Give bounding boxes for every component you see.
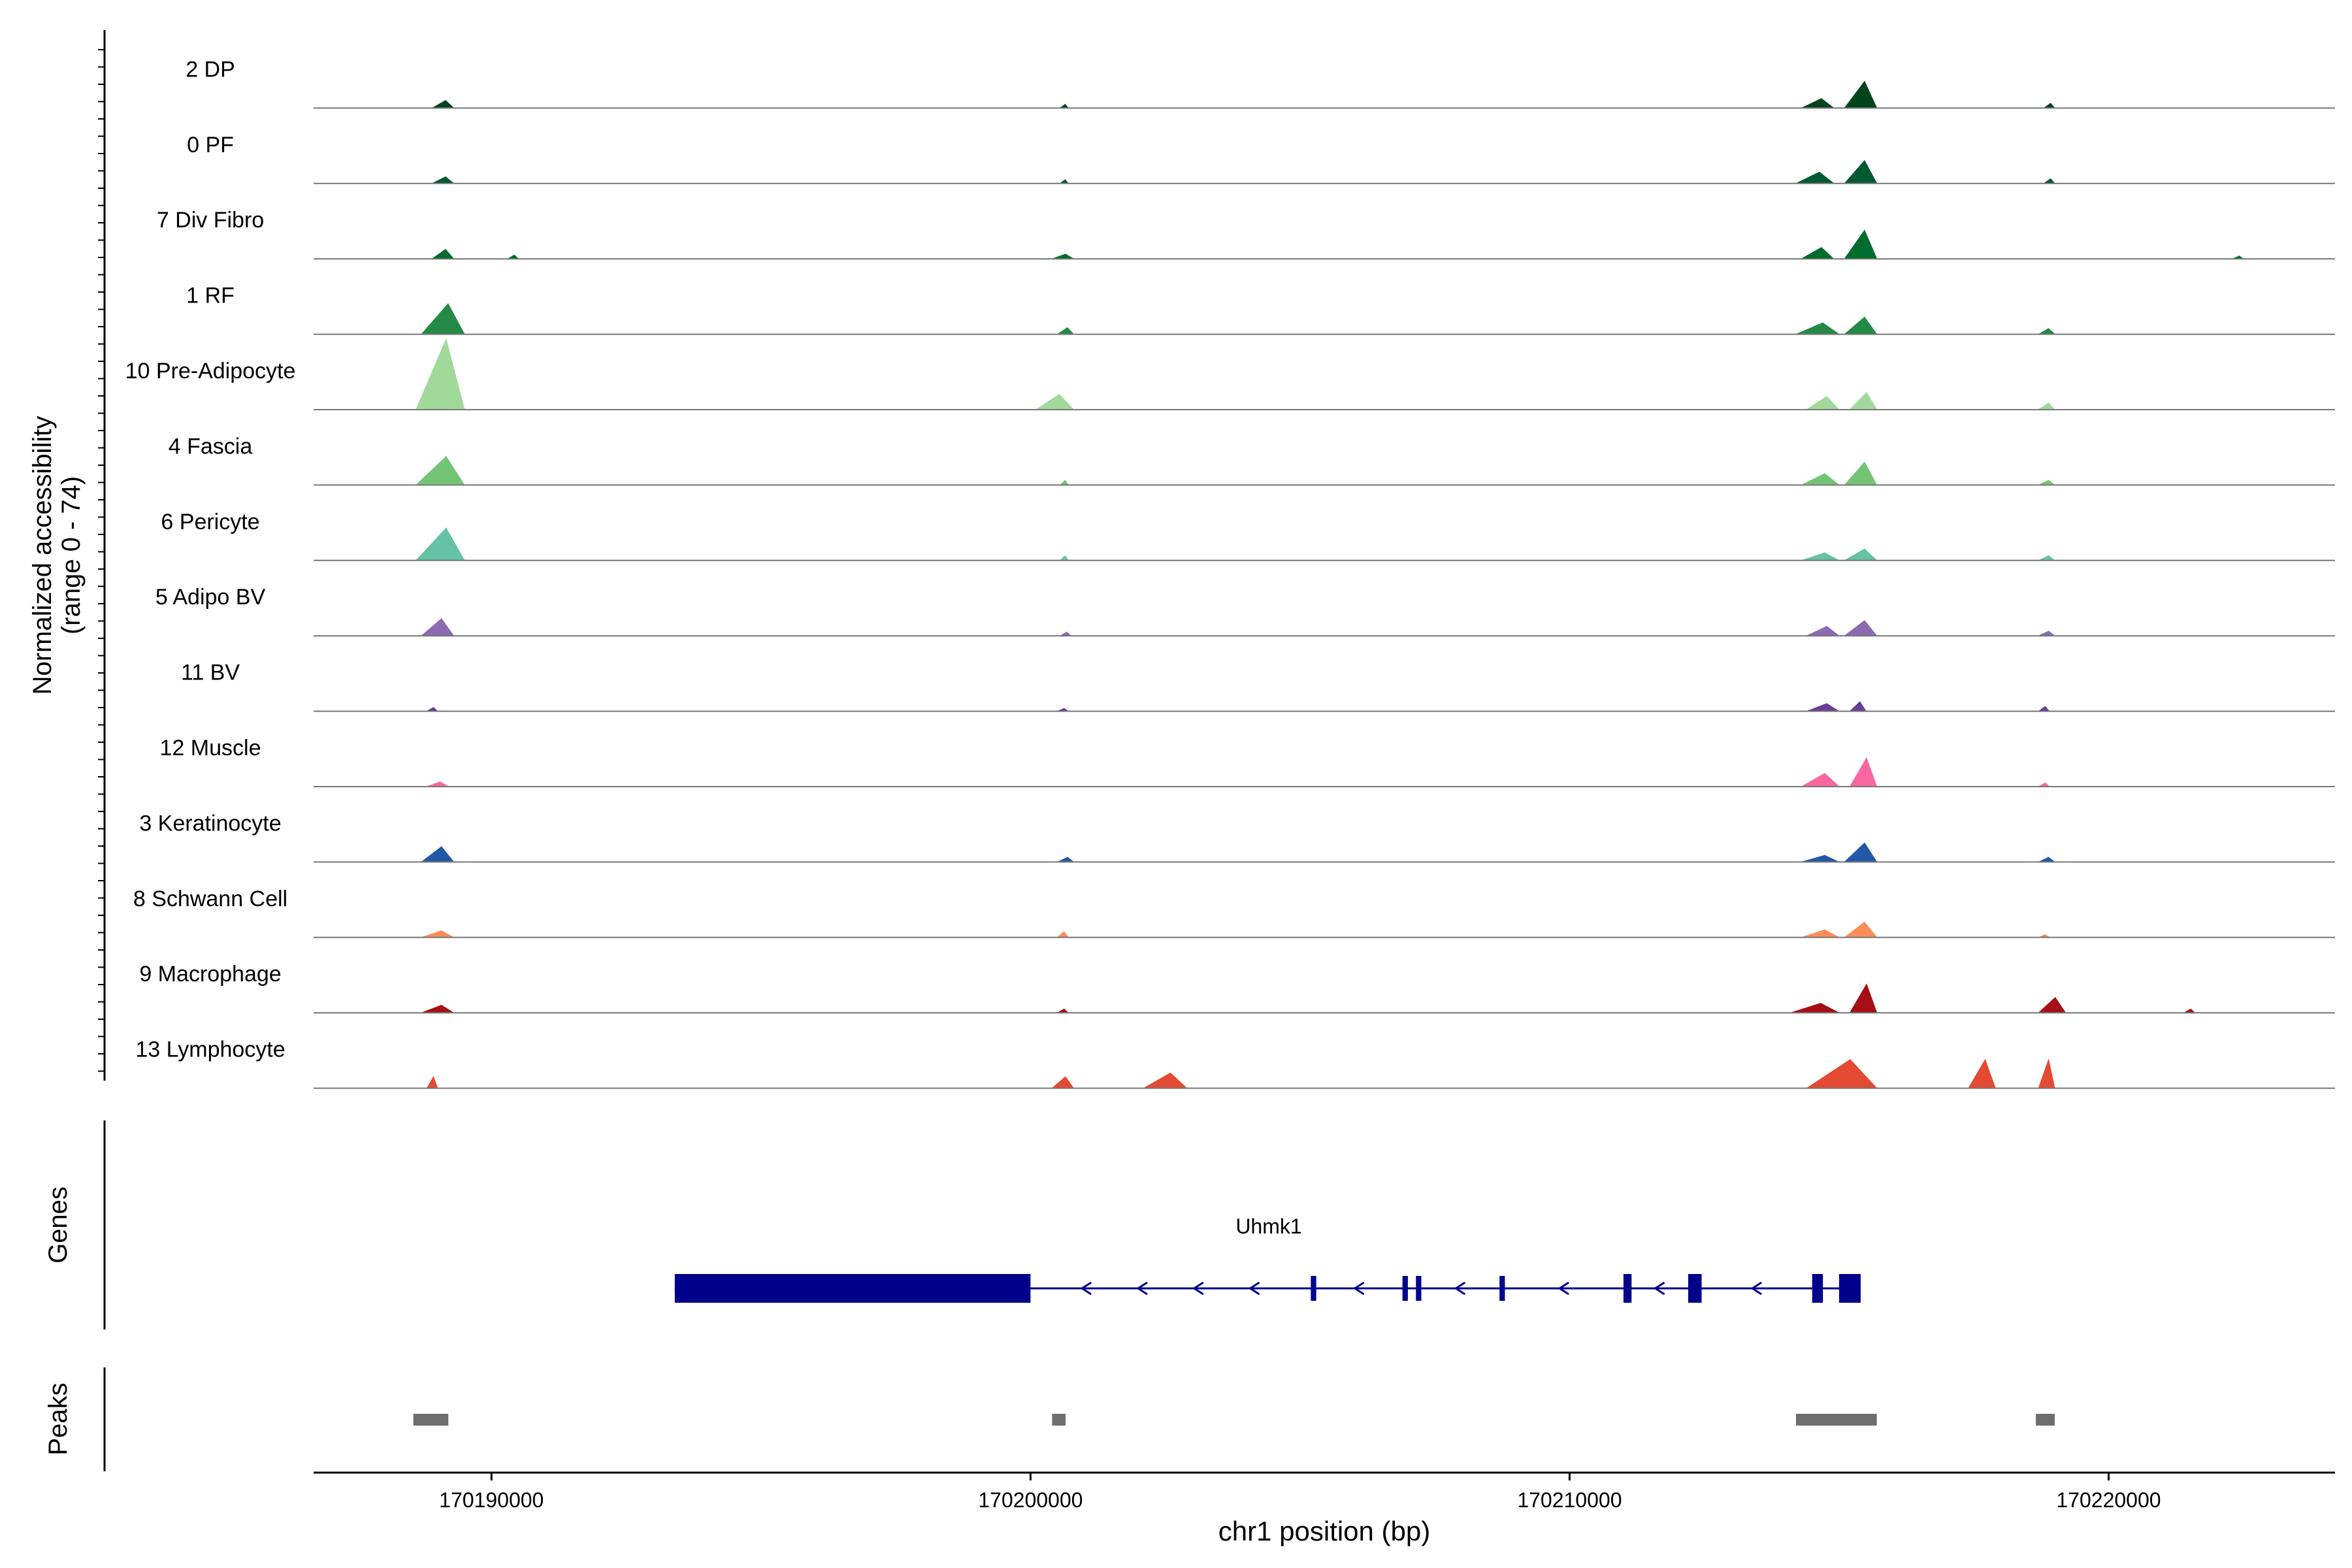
genes-track-label: Genes <box>44 1186 73 1264</box>
y-minor-ticks <box>98 49 105 1072</box>
coverage-area <box>420 618 2056 636</box>
x-tick-label: 170200000 <box>978 1488 1083 1512</box>
coverage-area <box>420 303 2056 335</box>
peak-region <box>1052 1414 1066 1426</box>
coverage-area <box>421 983 2196 1013</box>
x-tick-label: 170190000 <box>439 1488 544 1512</box>
coverage-area <box>432 159 2056 184</box>
track-label: 5 Adipo BV <box>155 585 266 610</box>
gene-exon <box>1623 1274 1632 1303</box>
coverage-area <box>415 527 2056 561</box>
x-axis-label: chr1 position (bp) <box>1218 1516 1431 1546</box>
strand-arrow <box>1192 1281 1204 1296</box>
track-label: 6 Pericyte <box>161 510 259 534</box>
track-label: 3 Keratinocyte <box>139 811 281 836</box>
gene-exon <box>1838 1274 1861 1303</box>
gene-exon <box>1311 1276 1316 1301</box>
y-axis-range-label: (range 0 - 74) <box>57 476 86 634</box>
strand-arrow <box>1080 1281 1092 1296</box>
strand-arrow <box>1653 1281 1665 1296</box>
coverage-area <box>415 455 2056 485</box>
peak-region <box>1795 1414 1877 1426</box>
coverage-area <box>426 1058 2055 1089</box>
gene-exon <box>674 1274 1031 1303</box>
x-tick-label: 170210000 <box>1517 1488 1622 1512</box>
x-tick-label: 170220000 <box>2056 1488 2161 1512</box>
coverage-area <box>416 338 2056 410</box>
gene-exon <box>1416 1276 1422 1301</box>
track-label: 1 RF <box>186 284 235 308</box>
coverage-area <box>427 757 2050 787</box>
track-label: 12 Muscle <box>160 736 261 760</box>
coverage-area <box>431 80 2056 108</box>
strand-arrow <box>1558 1281 1569 1296</box>
track-label: 13 Lymphocyte <box>135 1037 285 1062</box>
track-label: 4 Fascia <box>169 434 253 459</box>
gene-name-label: Uhmk1 <box>1235 1215 1301 1238</box>
strand-arrow <box>1136 1281 1148 1296</box>
track-label: 10 Pre-Adipocyte <box>125 359 296 384</box>
track-label: 8 Schwann Cell <box>133 887 287 911</box>
coverage-area <box>420 842 2056 862</box>
y-axis-label: Normalized accessibility <box>28 416 57 695</box>
track-label: 2 DP <box>186 57 235 82</box>
track-label: 9 Macrophage <box>139 962 281 987</box>
coverage-area <box>425 701 2050 712</box>
peak-region <box>413 1414 449 1426</box>
coverage-area <box>421 921 2051 938</box>
peak-region <box>2036 1414 2055 1426</box>
gene-exon <box>1812 1274 1823 1303</box>
strand-arrow <box>1248 1281 1260 1296</box>
track-label: 0 PF <box>187 133 234 157</box>
track-label: 11 BV <box>181 661 240 685</box>
x-axis: 170190000 170200000 170210000 170220000 <box>314 1471 2335 1512</box>
peak-regions <box>413 1414 2055 1426</box>
track-label: 7 Div Fibro <box>157 208 264 233</box>
strand-arrow <box>1454 1281 1466 1296</box>
gene-model <box>674 1274 1861 1303</box>
coverage-area <box>431 229 2245 259</box>
gene-exon <box>1499 1276 1505 1301</box>
strand-arrow <box>1352 1281 1365 1296</box>
peaks-track-label: Peaks <box>44 1382 73 1455</box>
gene-exon <box>1402 1276 1408 1301</box>
strand-arrow <box>1750 1281 1762 1296</box>
coverage-tracks: 2 DP 0 PF 7 Div Fibro 1 RF 10 Pre-Adipocyte 4… <box>125 57 2335 1089</box>
gene-exon <box>1688 1274 1702 1303</box>
